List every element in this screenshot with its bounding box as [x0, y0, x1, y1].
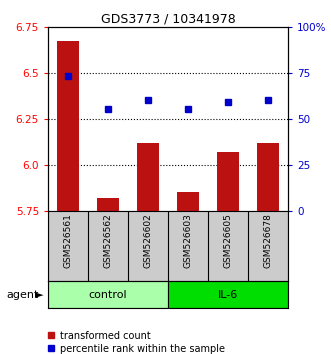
Bar: [97, 198, 119, 211]
Bar: [257, 143, 279, 211]
Text: GSM526561: GSM526561: [64, 213, 72, 268]
Bar: [177, 192, 199, 211]
Text: agent: agent: [7, 290, 39, 300]
Bar: [217, 152, 239, 211]
Bar: [57, 41, 79, 211]
Title: GDS3773 / 10341978: GDS3773 / 10341978: [101, 12, 235, 25]
Text: ►: ►: [35, 290, 43, 300]
Text: GSM526602: GSM526602: [143, 213, 153, 268]
Text: GSM526603: GSM526603: [183, 213, 193, 268]
Text: GSM526605: GSM526605: [223, 213, 232, 268]
Bar: [137, 143, 159, 211]
Bar: [168, 281, 288, 308]
Bar: [48, 281, 168, 308]
Text: IL-6: IL-6: [218, 290, 238, 300]
Text: GSM526678: GSM526678: [263, 213, 272, 268]
Text: control: control: [89, 290, 127, 300]
Legend: transformed count, percentile rank within the sample: transformed count, percentile rank withi…: [43, 327, 228, 354]
Text: GSM526562: GSM526562: [104, 213, 113, 268]
